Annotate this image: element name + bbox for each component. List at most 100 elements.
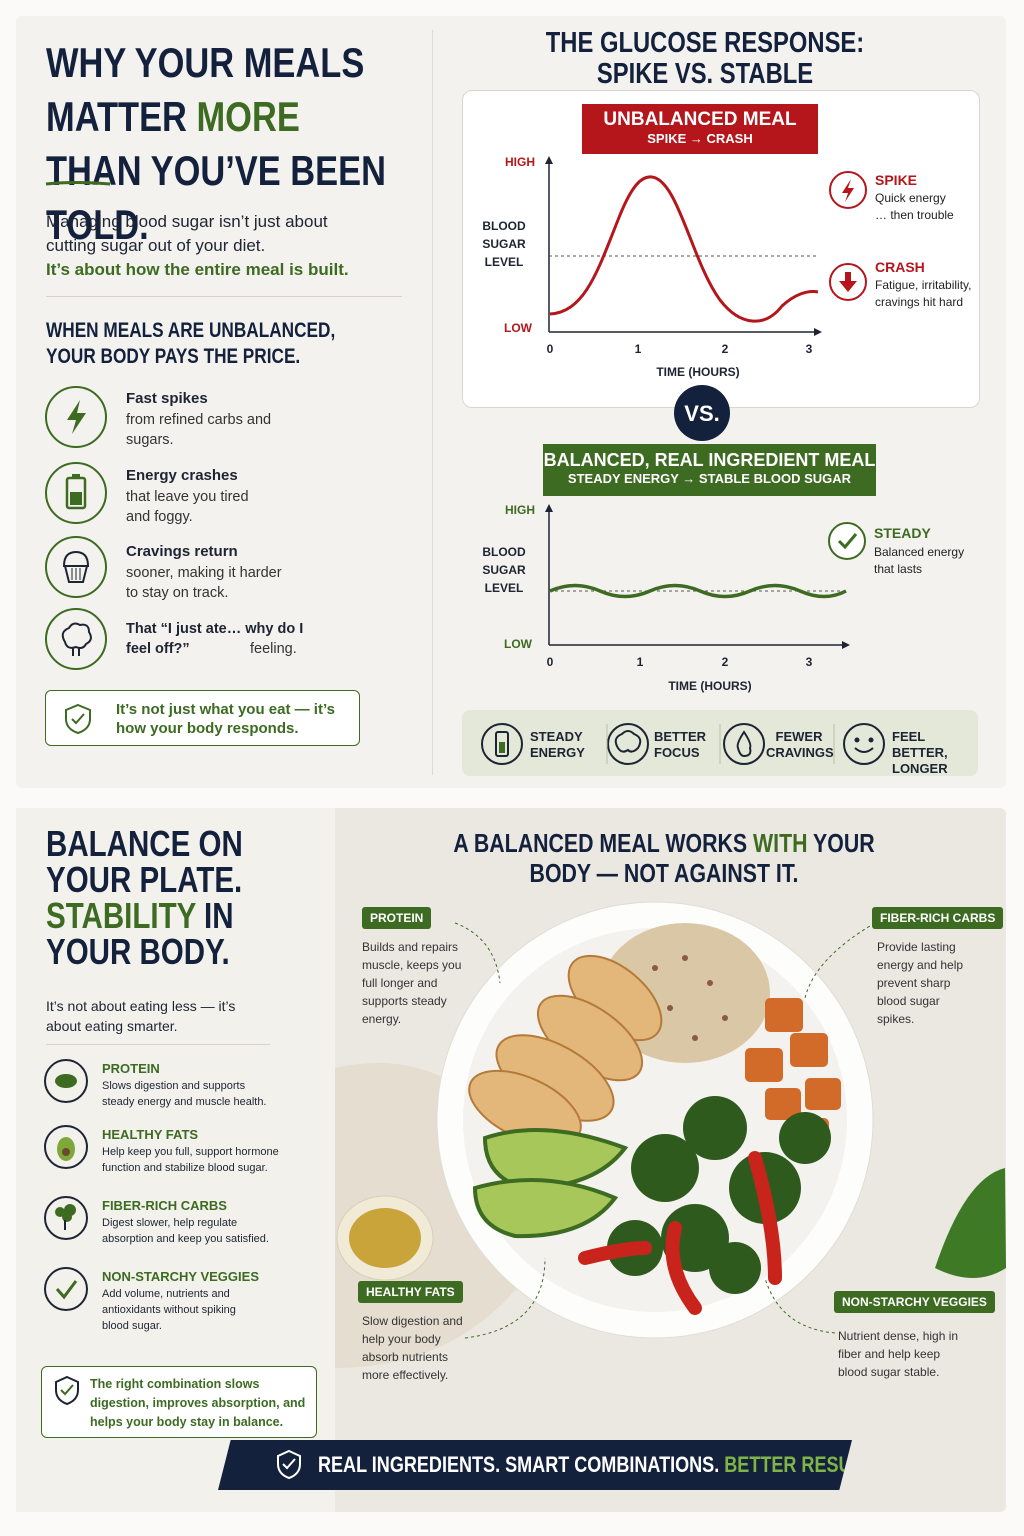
x-tick: 2 <box>721 655 729 669</box>
callout: It’s not just what you eat — it’s how yo… <box>45 690 360 746</box>
x-tick: 0 <box>546 342 554 356</box>
item-title: Energy crashes <box>126 467 238 484</box>
unbalanced-chart <box>545 156 867 336</box>
title-highlight: STABILITY <box>46 895 196 936</box>
item-title: Cravings return <box>126 543 238 560</box>
banner-title: UNBALANCED MEAL <box>603 109 797 130</box>
food-text: Provide lasting energy and help prevent … <box>877 940 964 1026</box>
x-tick: 2 <box>721 342 729 356</box>
benefit: BETTER FOCUS <box>654 729 706 760</box>
spinach-leaf <box>935 1168 1006 1278</box>
x-tick: 1 <box>636 655 644 669</box>
title-part: WHY YOUR MEALS MATTER <box>46 39 365 140</box>
chart-drawing: VS. <box>545 156 867 649</box>
y-title: BLOOD SUGAR LEVEL <box>482 219 526 269</box>
glucose-curve <box>549 175 819 323</box>
icon-battery <box>45 462 107 524</box>
axis-arrow <box>545 156 553 164</box>
shield-icon <box>277 1449 301 1480</box>
benefit-icons <box>481 723 885 765</box>
subheading: WHEN MEALS ARE UNBALANCED, YOUR BODY PAY… <box>46 319 336 368</box>
plate-title: BALANCE ON YOUR PLATE. STABILITY IN YOUR… <box>46 826 267 970</box>
note-title: CRASH <box>875 259 925 275</box>
food-text: Builds and repairs muscle, keeps you ful… <box>362 940 462 1026</box>
y-low: LOW <box>504 637 532 651</box>
item-text: feeling. <box>250 641 297 657</box>
x-title: TIME (HOURS) <box>656 365 740 379</box>
item-title: PROTEIN <box>102 1061 160 1076</box>
vs-badge <box>674 385 730 441</box>
note-text: Fatigue, irritability, cravings hit hard <box>875 278 972 309</box>
benefit: FEWER CRAVINGS <box>766 729 834 760</box>
benefit: STEADY ENERGY <box>530 729 585 760</box>
y-title: BLOOD SUGAR LEVEL <box>482 545 526 595</box>
y-low: LOW <box>504 321 532 335</box>
footer-part: REAL INGREDIENTS. SMART COMBINATIONS. <box>318 1452 720 1477</box>
footer-text: REAL INGREDIENTS. SMART COMBINATIONS. BE… <box>318 1452 852 1478</box>
headline-part: YOUR BODY — NOT AGAINST IT. <box>529 828 875 888</box>
banner: BALANCED, REAL INGREDIENT MEAL STEADY EN… <box>543 444 876 496</box>
intro-title: WHY YOUR MEALS MATTER MORE THAN YOU’VE B… <box>46 36 390 252</box>
plate-subtitle: It’s not about eating less — it’s about … <box>46 998 236 1034</box>
icon-bolt <box>45 386 107 448</box>
x-tick: 3 <box>805 342 813 356</box>
item-title: FIBER-RICH CARBS <box>102 1198 227 1213</box>
benefits-strip: STEADY ENERGY BETTER FOCUS FEWER CRAVING… <box>462 710 978 776</box>
divider <box>46 1044 270 1045</box>
headline-highlight: WITH <box>753 828 808 858</box>
benefit: FEEL BETTER, LONGER <box>892 729 948 776</box>
callout-text: It’s not just what you eat — it’s how yo… <box>116 701 335 737</box>
divider <box>46 296 402 297</box>
axis-arrow <box>814 328 822 336</box>
balanced-chart <box>545 504 866 649</box>
oil-bowl <box>336 1195 434 1281</box>
avocado <box>472 1128 629 1239</box>
food-tag: HEALTHY FATS <box>358 1281 463 1303</box>
note-title: SPIKE <box>875 172 918 188</box>
axis-arrow <box>842 641 850 649</box>
title-part: IN YOUR BODY. <box>46 895 234 972</box>
meal-headline: A BALANCED MEAL WORKS WITH YOUR BODY — N… <box>443 828 886 888</box>
glucose-curve <box>549 583 847 599</box>
y-high: HIGH <box>505 155 535 169</box>
axis-arrow <box>545 504 553 512</box>
steady-icon <box>828 522 866 560</box>
footer-highlight: BETTER RESULTS. <box>724 1452 890 1477</box>
item-title: That “I just ate… why do I feel off?” <box>126 621 304 657</box>
x-tick: 3 <box>805 655 813 669</box>
x-tick: 0 <box>546 655 554 669</box>
vs-text: VS. <box>684 401 719 426</box>
headline-part: A BALANCED MEAL WORKS <box>453 828 748 858</box>
food-tag: PROTEIN <box>362 907 432 929</box>
item-title: NON-STARCHY VEGGIES <box>102 1269 259 1284</box>
note-text: Quick energy … then trouble <box>875 191 954 222</box>
x-title: TIME (HOURS) <box>668 679 752 693</box>
banner-sub: STEADY ENERGY → STABLE BLOOD SUGAR <box>567 471 852 486</box>
meal-illustration <box>335 901 1006 1368</box>
icon-brain <box>45 608 107 670</box>
item-title: Fast spikes <box>126 390 208 407</box>
banner-title: BALANCED, REAL INGREDIENT MEAL <box>543 450 876 470</box>
icon-cupcake <box>45 536 107 598</box>
item-text: Add volume, nutrients and antioxidants w… <box>102 1288 236 1332</box>
food-text: Slow digestion and help your body absorb… <box>362 1314 463 1382</box>
y-high: HIGH <box>505 503 535 517</box>
divider <box>432 30 433 775</box>
peppers <box>578 1151 782 1315</box>
item-text: Help keep you full, support hormone func… <box>102 1146 279 1174</box>
item-text: Digest slower, help regulate absorption … <box>102 1217 269 1245</box>
item-text: that leave you tired and foggy. <box>126 489 249 525</box>
item-text: Slows digestion and supports steady ener… <box>102 1080 267 1108</box>
shield-icon <box>65 703 91 735</box>
title-part: THAN YOU’VE BEEN TOLD. <box>46 147 387 248</box>
x-tick: 1 <box>634 342 642 356</box>
item-text: sooner, making it harder to stay on trac… <box>126 565 282 601</box>
note-title: STEADY <box>874 525 931 541</box>
banner: UNBALANCED MEAL SPIKE → CRASH <box>582 104 818 154</box>
food-tag: FIBER-RICH CARBS <box>872 907 1004 929</box>
title-part: BALANCE ON YOUR PLATE. <box>46 823 243 900</box>
shield-icon <box>55 1375 79 1406</box>
title-highlight: MORE <box>196 93 300 140</box>
item-title: HEALTHY FATS <box>102 1127 199 1142</box>
